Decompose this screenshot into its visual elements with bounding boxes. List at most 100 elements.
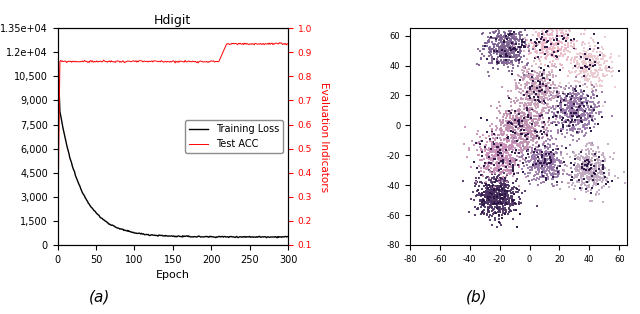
Point [541,173,552,178]
Point [586,105,596,110]
Point [571,89,581,94]
Point [543,64,553,69]
Point [495,148,505,153]
Point [473,207,483,212]
Point [536,62,546,67]
Point [498,205,508,210]
Point [529,173,540,178]
Point [505,116,515,121]
Point [508,216,518,221]
Point [530,131,540,136]
Point [519,116,529,121]
Point [549,18,559,23]
Point [575,65,586,70]
Point [518,97,529,102]
Point [500,176,510,181]
Point [596,169,606,174]
Point [499,181,509,186]
Point [496,159,506,164]
Point [518,48,529,53]
Point [520,44,531,49]
Point [509,119,520,124]
Point [497,38,507,43]
Point [473,129,483,134]
Point [495,189,505,194]
Point [493,142,503,147]
Point [588,165,598,170]
Point [502,44,513,49]
Point [539,154,549,159]
Point [541,101,552,106]
Point [532,133,543,138]
Point [495,140,505,145]
Point [538,80,548,85]
Point [526,102,536,107]
Point [540,46,550,51]
Point [531,86,541,91]
Point [515,119,525,124]
Point [507,138,517,143]
Point [566,108,577,113]
Point [575,57,585,62]
Point [597,114,607,119]
Point [572,178,582,183]
Point [550,163,561,168]
Point [505,196,515,201]
Point [573,163,584,168]
Point [533,89,543,94]
Point [514,155,524,160]
Point [514,195,524,200]
Point [486,193,496,198]
Point [534,134,544,139]
Point [531,155,541,160]
Point [534,143,545,148]
Point [495,35,506,40]
Point [541,85,552,90]
Point [517,110,527,115]
Point [541,29,552,34]
Point [490,145,500,150]
Point [549,160,559,165]
Point [565,101,575,106]
Point [508,181,518,186]
Point [572,161,582,166]
Point [494,152,504,157]
Point [546,165,556,170]
Point [489,30,499,35]
Point [522,139,532,144]
Point [493,206,503,211]
Point [487,35,497,40]
Point [542,47,552,52]
Point [580,171,591,176]
Point [582,186,592,191]
Point [504,148,514,153]
Point [538,83,548,88]
Point [520,133,530,138]
Point [524,127,534,133]
Point [540,123,550,128]
Point [591,169,601,174]
Point [495,147,505,152]
Point [585,64,595,69]
Point [493,26,503,31]
Point [503,194,513,199]
Point [502,121,512,126]
Point [561,94,571,99]
Point [572,60,582,65]
Point [591,154,602,159]
Point [504,167,515,172]
Point [501,196,511,201]
Point [504,33,514,38]
Point [545,32,555,37]
Point [572,101,582,106]
Point [574,104,584,109]
Point [556,51,566,56]
Point [563,56,573,61]
Point [585,167,595,172]
Point [536,121,547,126]
Point [554,48,564,53]
Point [497,192,507,197]
Point [498,206,508,211]
Point [495,196,506,201]
Point [495,198,506,203]
